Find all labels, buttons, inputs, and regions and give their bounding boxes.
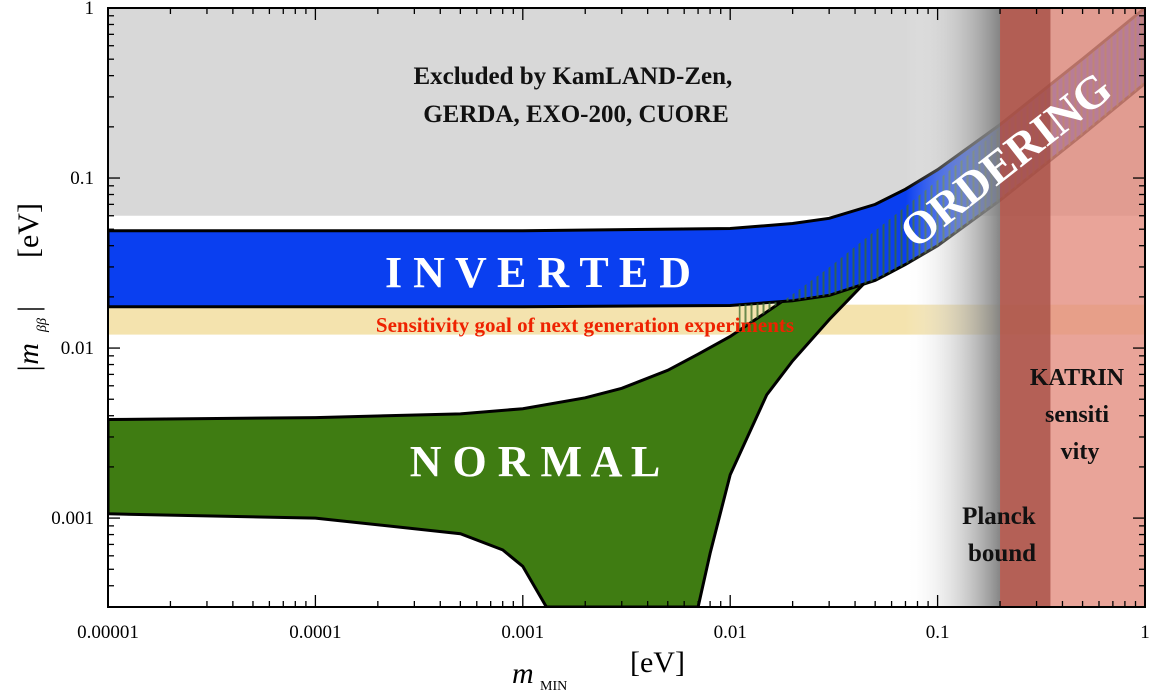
excluded-label: Excluded by KamLAND-Zen, GERDA, EXO-200,… xyxy=(413,63,738,128)
y-tick-label: 0.001 xyxy=(51,508,94,529)
y-axis-subscript: ββ xyxy=(35,318,50,333)
x-axis-unit: [eV] xyxy=(630,646,685,679)
x-tick-label: 0.01 xyxy=(714,622,747,643)
y-axis-unit: [eV] xyxy=(12,203,45,258)
excluded-label-line-2: GERDA, EXO-200, CUORE xyxy=(423,101,729,128)
katrin-label-line-2: sensiti xyxy=(1045,402,1109,428)
x-tick-label: 0.00001 xyxy=(77,622,139,643)
katrin-dark-strip xyxy=(1000,8,1051,607)
planck-bound-region xyxy=(905,8,1001,607)
katrin-label-line-3: vity xyxy=(1061,439,1100,465)
planck-label-line-1: Planck xyxy=(962,503,1036,530)
y-axis-title: |m ββ | [eV] xyxy=(12,203,50,373)
normal-label: N O R M A L xyxy=(410,437,661,486)
plot-frame xyxy=(107,7,1146,608)
x-axis-subscript: MIN xyxy=(540,679,567,694)
y-axis-symbol-left: |m xyxy=(12,343,45,373)
x-tick-label: 1 xyxy=(1140,622,1150,643)
planck-label-line-2: bound xyxy=(968,540,1036,567)
x-tick-label: 0.1 xyxy=(926,622,950,643)
x-axis-title: m MIN [eV] xyxy=(512,646,685,694)
inverted-label: I N V E R T E D xyxy=(385,248,691,297)
axis-ticks xyxy=(107,7,1146,608)
x-axis-symbol: m xyxy=(512,657,534,690)
excluded-label-line-1: Excluded by KamLAND-Zen, xyxy=(413,63,732,90)
x-tick-label: 0.0001 xyxy=(289,622,341,643)
y-tick-label: 1 xyxy=(85,0,95,19)
katrin-label-line-1: KATRIN xyxy=(1030,365,1125,391)
axis-tick-labels: 0.00001 0.0001 0.001 0.01 0.1 1 0.001 0.01 0.1 1 xyxy=(51,0,1150,643)
y-axis-bar: | xyxy=(12,306,45,312)
x-tick-label: 0.001 xyxy=(501,622,544,643)
planck-label: Planck bound xyxy=(962,503,1042,567)
sensitivity-goal-label: Sensitivity goal of next generation expe… xyxy=(376,313,794,337)
y-tick-label: 0.01 xyxy=(61,338,94,359)
katrin-label: KATRIN sensiti vity xyxy=(1030,365,1130,465)
y-tick-label: 0.1 xyxy=(70,168,94,189)
